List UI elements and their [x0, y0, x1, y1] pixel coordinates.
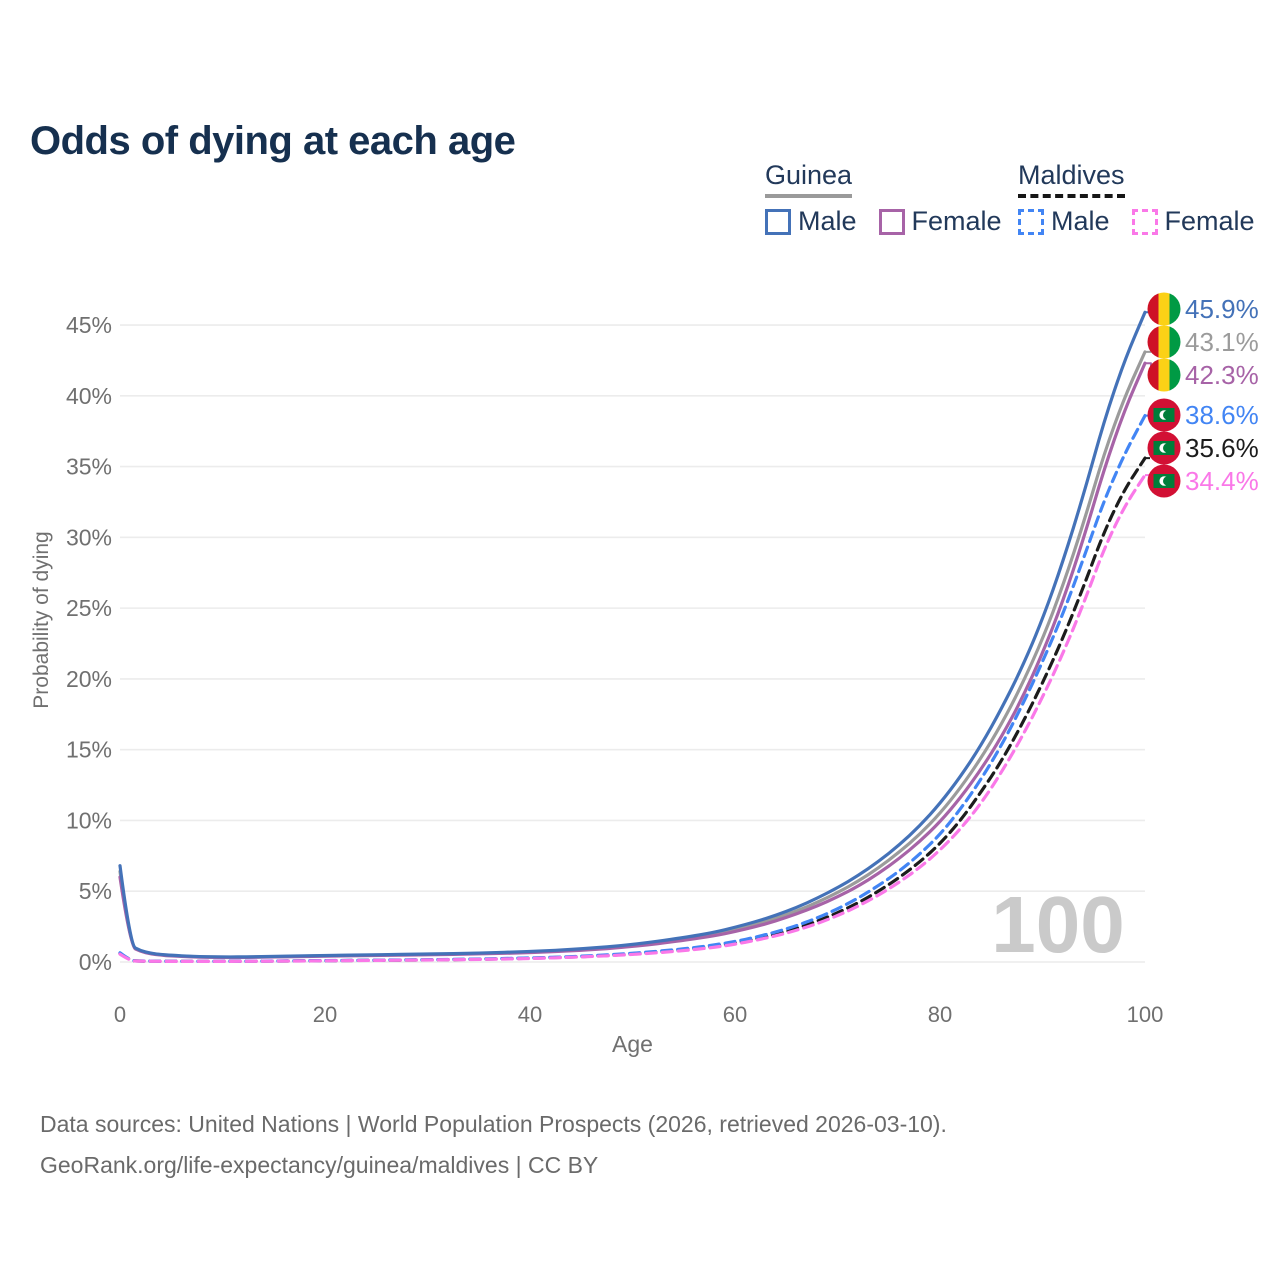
end-label-guinea-both: 43.1%	[1185, 327, 1259, 357]
footer-line-2: GeoRank.org/life-expectancy/guinea/maldi…	[40, 1152, 599, 1178]
end-label-guinea-female: 42.3%	[1185, 360, 1259, 390]
end-label-maldives-female: 34.4%	[1185, 466, 1259, 496]
y-tick-10: 10%	[66, 807, 112, 833]
guinea-flag-badge	[1147, 325, 1181, 359]
y-tick-0: 0%	[79, 949, 112, 975]
y-tick-30: 30%	[66, 524, 112, 550]
end-label-guinea-male: 45.9%	[1185, 294, 1259, 324]
y-tick-20: 20%	[66, 666, 112, 692]
series-line-guinea-both[interactable]	[118, 350, 1147, 959]
x-tick-100: 100	[1127, 1002, 1164, 1027]
x-tick-80: 80	[928, 1002, 952, 1027]
y-tick-5: 5%	[79, 878, 112, 904]
legend-group-guinea: Guinea Male Female	[765, 160, 1002, 237]
y-tick-40: 40%	[66, 383, 112, 409]
maldives-flag-badge	[1147, 464, 1181, 498]
series-line-guinea-female[interactable]	[118, 361, 1147, 960]
legend-item-label: Male	[1051, 206, 1110, 236]
series-line-maldives-female[interactable]	[118, 473, 1147, 963]
legend-country-maldives[interactable]: Maldives	[1018, 160, 1125, 198]
x-axis-title: Age	[612, 1031, 653, 1057]
guinea-female-swatch	[878, 208, 905, 235]
x-tick-60: 60	[723, 1002, 747, 1027]
end-label-maldives-both: 35.6%	[1185, 433, 1259, 463]
y-tick-35: 35%	[66, 454, 112, 480]
legend-item-maldives-male[interactable]: Male	[1018, 206, 1110, 237]
y-axis-title: Probability of dying	[30, 531, 53, 708]
maldives-male-swatch	[1018, 208, 1044, 235]
end-label-maldives-male: 38.6%	[1185, 400, 1259, 430]
series-line-guinea-male[interactable]	[118, 310, 1147, 959]
guinea-male-swatch	[765, 208, 791, 235]
maldives-flag-badge	[1147, 431, 1181, 465]
legend-item-guinea-female[interactable]: Female	[878, 206, 1002, 237]
maldives-female-swatch	[1131, 208, 1158, 235]
legend-group-maldives: Maldives Male Female	[1018, 160, 1255, 237]
legend-country-guinea[interactable]: Guinea	[765, 160, 853, 198]
chart-canvas[interactable]: 0% 5% 10% 15% 20% 25% 30% 35% 40% 45% 0 20 40 60 80 100…	[0, 0, 1280, 1080]
x-tick-0: 0	[114, 1002, 126, 1027]
data-sources-footer: Data sources: United Nations | World Pop…	[40, 1104, 947, 1186]
page-title: Odds of dying at each age	[30, 118, 516, 163]
legend-item-label: Female	[911, 206, 1002, 236]
guinea-flag-badge	[1147, 292, 1181, 326]
legend-item-label: Female	[1164, 206, 1255, 236]
y-tick-15: 15%	[66, 737, 112, 763]
y-tick-25: 25%	[66, 595, 112, 621]
age-counter-watermark: 100	[991, 880, 1124, 969]
guinea-flag-badge	[1147, 358, 1181, 392]
x-tick-40: 40	[518, 1002, 542, 1027]
y-tick-45: 45%	[66, 312, 112, 338]
x-tick-20: 20	[313, 1002, 337, 1027]
maldives-flag-badge	[1147, 398, 1181, 432]
legend-item-guinea-male[interactable]: Male	[765, 206, 857, 237]
footer-line-1: Data sources: United Nations | World Pop…	[40, 1111, 947, 1137]
legend-item-label: Male	[798, 206, 857, 236]
legend-item-maldives-female[interactable]: Female	[1131, 206, 1255, 237]
